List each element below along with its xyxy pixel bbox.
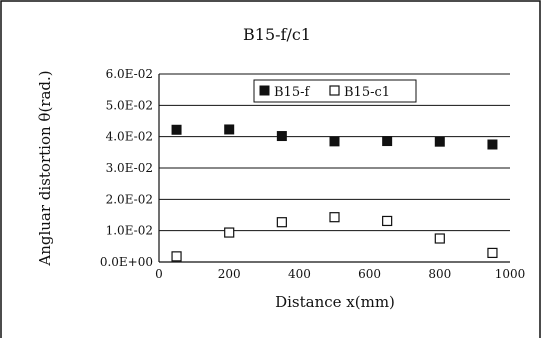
- x-tick-label: 200: [218, 267, 241, 281]
- x-tick-labels: 0 200 400 600 800 1000: [155, 267, 525, 281]
- legend: B15-f B15-c1: [253, 79, 417, 103]
- x-tick-label: 400: [288, 267, 311, 281]
- b15-c1-point-3: [329, 212, 340, 223]
- y-tick-label: 6.0E-02: [106, 67, 153, 81]
- y-tick-label: 2.0E-02: [106, 192, 153, 206]
- b15-c1-point-1: [224, 227, 235, 238]
- y-tick-label: 4.0E-02: [106, 130, 153, 144]
- x-tick-label: 800: [428, 267, 451, 281]
- x-tick-label: 1000: [495, 267, 526, 281]
- b15-c1-point-6: [487, 247, 498, 259]
- x-tick-label: 0: [155, 267, 163, 281]
- b15-f-point-2: [276, 131, 287, 142]
- x-axis-label: Distance x(mm): [275, 293, 395, 311]
- y-tick-label: 0.0E+00: [100, 255, 153, 269]
- x-tick-label: 600: [358, 267, 381, 281]
- legend-label-b15-c1: B15-c1: [344, 85, 390, 100]
- b15-c1-point-4: [382, 215, 393, 227]
- b15-f-point-3: [329, 136, 340, 147]
- data-points: [171, 124, 498, 262]
- b15-f-point-6: [487, 139, 498, 150]
- b15-c1-point-5: [434, 233, 445, 244]
- b15-f-point-1: [224, 124, 235, 135]
- b15-f-point-4: [382, 136, 393, 147]
- legend-marker-b15-c1: [329, 85, 340, 96]
- y-tick-label: 1.0E-02: [106, 224, 153, 238]
- legend-marker-b15-f: [259, 85, 270, 96]
- legend-label-b15-f: B15-f: [274, 85, 310, 100]
- b15-f-point-5: [434, 136, 445, 147]
- chart-title: B15-f/c1: [243, 25, 311, 44]
- y-tick-label: 5.0E-02: [106, 98, 153, 112]
- y-tick-label: 3.0E-02: [106, 161, 153, 175]
- grid-lines: [159, 73, 510, 232]
- b15-c1-point-2: [276, 217, 287, 228]
- y-tick-labels: 0.0E+00 1.0E-02 2.0E-02 3.0E-02 4.0E-02 5.0E-…: [100, 67, 153, 269]
- b15-c1-point-0: [171, 251, 182, 262]
- y-axis-label: Angluar distortion θ(rad.): [36, 70, 54, 266]
- b15-f-point-0: [171, 124, 182, 135]
